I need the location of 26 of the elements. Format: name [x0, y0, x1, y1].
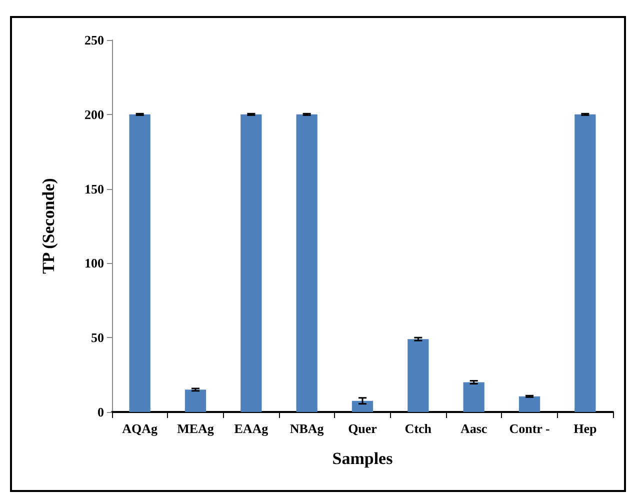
y-tick-label: 100	[84, 256, 104, 271]
y-tick-label: 250	[84, 32, 104, 48]
bar	[518, 396, 540, 412]
x-tick-label: Hep	[574, 421, 597, 436]
bar	[296, 114, 318, 412]
y-tick-label: 150	[84, 181, 104, 196]
x-tick-label: Ctch	[404, 421, 432, 436]
y-tick-label: 0	[98, 404, 104, 420]
y-axis-title: TP (Seconde)	[39, 178, 58, 274]
x-tick-label: NBAg	[290, 421, 324, 436]
bar	[240, 114, 262, 412]
x-tick-label: Quer	[348, 421, 378, 436]
y-tick-label: 200	[84, 106, 104, 122]
x-tick-label: AQAg	[122, 421, 158, 436]
x-tick-label: EAAg	[234, 421, 269, 436]
x-tick-label: Aasc	[460, 421, 488, 436]
bar	[352, 400, 374, 412]
bar	[408, 339, 429, 412]
x-tick-label: Contr -	[509, 421, 550, 436]
bar	[184, 390, 206, 412]
x-tick-label: MEAg	[177, 421, 214, 436]
bar	[129, 114, 150, 412]
bar	[463, 382, 484, 412]
bar	[574, 114, 596, 412]
x-axis-title: Samples	[332, 449, 394, 468]
y-tick-label: 50	[91, 330, 104, 346]
